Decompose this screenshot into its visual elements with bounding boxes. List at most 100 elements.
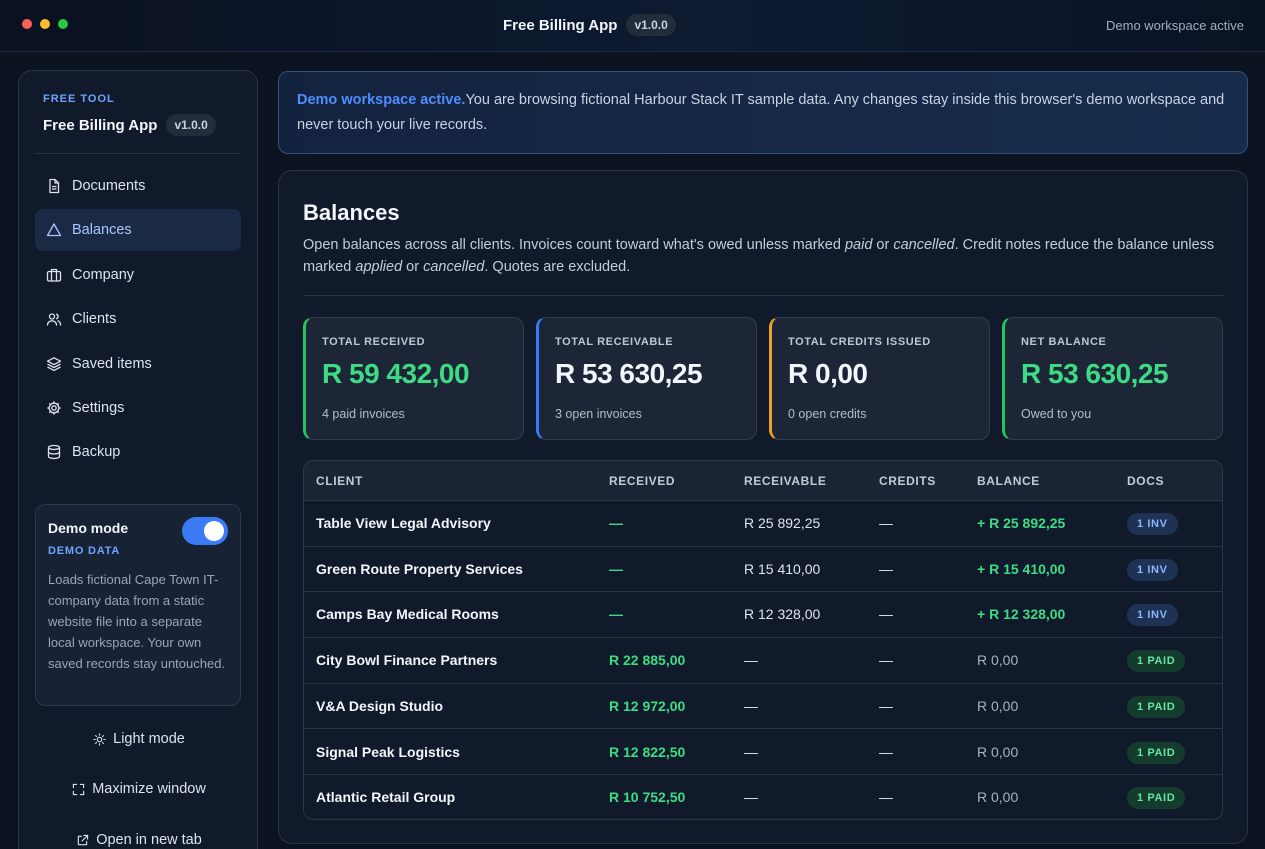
users-icon xyxy=(46,313,62,326)
table-row[interactable]: Table View Legal Advisory — R 25 892,25 — + … xyxy=(304,501,1222,547)
desc-text: or xyxy=(872,237,894,253)
stat-label: TOTAL RECEIVABLE xyxy=(555,336,674,348)
workspace-status: Demo workspace active xyxy=(1106,18,1244,33)
desc-text: or xyxy=(402,259,424,275)
table-row[interactable]: V&A Design Studio R 12 972,00 — — R 0,00 1 PA… xyxy=(304,684,1222,730)
window-title: Free Billing App xyxy=(503,16,618,34)
sidebar-item-backup[interactable]: Backup xyxy=(35,431,241,473)
docs-badge[interactable]: 1 INV xyxy=(1127,558,1178,581)
cell-credits: — xyxy=(879,606,893,623)
stat-subtext: 4 paid invoices xyxy=(322,407,405,421)
cell-balance: + R 25 892,25 xyxy=(977,515,1066,531)
cell-credits: — xyxy=(879,743,893,760)
table-row[interactable]: Signal Peak Logistics R 12 822,50 — — R 0,00… xyxy=(304,730,1222,776)
desc-text: . Quotes are excluded. xyxy=(484,259,631,275)
cell-credits: — xyxy=(879,697,893,714)
light-mode-button[interactable]: Light mode xyxy=(19,731,259,747)
table-row[interactable]: City Bowl Finance Partners R 22 885,00 — — R… xyxy=(304,638,1222,684)
sidebar-item-label: Company xyxy=(72,266,135,283)
cell-balance: R 0,00 xyxy=(977,789,1019,806)
sidebar-nav: Documents Balances Company Clients Saved… xyxy=(35,165,241,476)
cell-balance: R 0,00 xyxy=(977,743,1019,760)
table-row[interactable]: Camps Bay Medical Rooms — R 12 328,00 — + R … xyxy=(304,592,1222,639)
stat-value: R 53 630,25 xyxy=(1021,358,1169,389)
close-window-button[interactable] xyxy=(22,19,32,29)
cell-client: Table View Legal Advisory xyxy=(316,515,491,531)
banner-heading: Demo workspace active. xyxy=(297,92,466,108)
cell-received: — xyxy=(609,560,623,577)
stat-value: R 59 432,00 xyxy=(322,358,470,389)
stat-subtext: 0 open credits xyxy=(788,407,867,421)
cell-balance: R 0,00 xyxy=(977,652,1019,669)
cell-received: — xyxy=(609,606,623,623)
docs-badge[interactable]: 1 PAID xyxy=(1127,650,1186,673)
column-header-credits[interactable]: CREDITS xyxy=(879,474,936,488)
stat-subtext: 3 open invoices xyxy=(555,407,642,421)
open-new-tab-button[interactable]: Open in new tab xyxy=(19,832,259,848)
sidebar-item-settings[interactable]: Settings xyxy=(35,387,241,429)
cell-credits: — xyxy=(879,560,893,577)
triangle-icon xyxy=(46,223,62,237)
sidebar-item-clients[interactable]: Clients xyxy=(35,298,241,340)
cell-client: Camps Bay Medical Rooms xyxy=(316,606,499,623)
table-row[interactable]: Green Route Property Services — R 15 410,0… xyxy=(304,547,1222,593)
cell-balance: + R 15 410,00 xyxy=(977,560,1066,577)
sidebar-item-label: Settings xyxy=(72,399,125,416)
column-header-receivable[interactable]: RECEIVABLE xyxy=(744,474,827,488)
cell-client: City Bowl Finance Partners xyxy=(316,652,498,669)
window-controls xyxy=(22,19,68,29)
cell-received: — xyxy=(609,515,623,531)
cell-client: Green Route Property Services xyxy=(316,560,523,577)
sidebar-item-balances[interactable]: Balances xyxy=(35,209,241,252)
stat-label: NET BALANCE xyxy=(1021,336,1107,348)
sidebar: FREE TOOL Free Billing App v1.0.0 Docume… xyxy=(18,70,258,849)
version-badge: v1.0.0 xyxy=(626,14,676,36)
cell-receivable: R 12 328,00 xyxy=(744,606,821,623)
column-header-docs[interactable]: DOCS xyxy=(1127,474,1165,488)
stat-label: TOTAL RECEIVED xyxy=(322,336,426,348)
window-title-group: Free Billing App v1.0.0 xyxy=(503,14,676,36)
layers-icon xyxy=(46,356,62,371)
desc-text: Open balances across all clients. Invoic… xyxy=(303,237,845,253)
column-header-client[interactable]: CLIENT xyxy=(316,474,363,488)
sidebar-item-label: Clients xyxy=(72,311,117,328)
demo-mode-toggle[interactable] xyxy=(182,517,228,545)
sidebar-item-company[interactable]: Company xyxy=(35,254,241,296)
column-header-received[interactable]: RECEIVED xyxy=(609,474,676,488)
docs-badge[interactable]: 1 INV xyxy=(1127,513,1178,535)
light-mode-label: Light mode xyxy=(113,731,185,747)
zoom-window-button[interactable] xyxy=(58,19,68,29)
sidebar-item-label: Balances xyxy=(72,222,132,239)
balances-panel: Balances Open balances across all client… xyxy=(278,170,1248,844)
docs-badge[interactable]: 1 PAID xyxy=(1127,787,1186,810)
desc-emphasis: cancelled xyxy=(423,259,485,275)
minimize-window-button[interactable] xyxy=(40,19,50,29)
toggle-knob xyxy=(204,521,224,541)
panel-divider xyxy=(303,295,1223,296)
cell-receivable: — xyxy=(744,697,758,714)
stat-value: R 53 630,25 xyxy=(555,358,703,389)
sidebar-item-label: Backup xyxy=(72,444,121,461)
maximize-window-button[interactable]: Maximize window xyxy=(19,781,259,797)
column-header-balance[interactable]: BALANCE xyxy=(977,474,1040,488)
docs-badge[interactable]: 1 INV xyxy=(1127,604,1178,627)
stat-subtext: Owed to you xyxy=(1021,407,1092,421)
sidebar-version-badge: v1.0.0 xyxy=(166,114,216,136)
docs-badge[interactable]: 1 PAID xyxy=(1127,741,1186,764)
stat-value: R 0,00 xyxy=(788,358,868,389)
cell-received: R 12 972,00 xyxy=(609,697,686,714)
table-row[interactable]: Atlantic Retail Group R 10 752,50 — — R 0,00… xyxy=(304,775,1222,819)
table-header: CLIENT RECEIVED RECEIVABLE CREDITS BALAN… xyxy=(304,461,1222,501)
stat-total-receivable: TOTAL RECEIVABLE R 53 630,25 3 open invo… xyxy=(536,317,757,440)
cell-client: Atlantic Retail Group xyxy=(316,789,456,806)
sidebar-item-documents[interactable]: Documents xyxy=(35,165,241,207)
stat-total-credits: TOTAL CREDITS ISSUED R 0,00 0 open credi… xyxy=(769,317,990,440)
docs-badge[interactable]: 1 PAID xyxy=(1127,695,1186,718)
demo-mode-card: Demo mode DEMO DATA Loads fictional Cape… xyxy=(35,504,241,706)
cell-receivable: — xyxy=(744,789,758,806)
gear-icon xyxy=(47,401,61,415)
sidebar-item-saved-items[interactable]: Saved items xyxy=(35,343,241,385)
cell-receivable: R 25 892,25 xyxy=(744,515,821,531)
sidebar-item-label: Saved items xyxy=(72,355,152,372)
cell-credits: — xyxy=(879,515,893,531)
